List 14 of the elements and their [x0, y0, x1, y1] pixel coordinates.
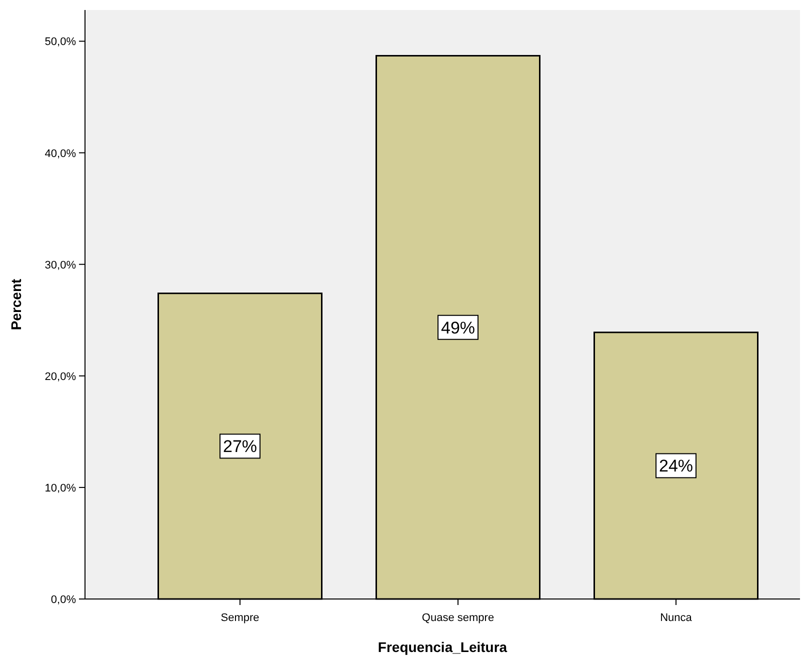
x-axis-title: Frequencia_Leitura: [378, 639, 508, 655]
y-tick-label: 30,0%: [44, 259, 76, 272]
data-label: 24%: [658, 456, 694, 476]
x-tick-label: Quase sempre: [422, 612, 494, 624]
data-label: 49%: [440, 318, 476, 338]
x-tick-label: Sempre: [220, 612, 260, 624]
y-tick-label: 40,0%: [44, 148, 76, 160]
y-axis-title: Percent: [8, 278, 24, 330]
x-tick-label: Nunca: [660, 612, 693, 624]
y-tick-label: 20,0%: [44, 370, 76, 383]
y-tick-label: 10,0%: [44, 482, 76, 494]
y-tick-label: 0,0%: [50, 594, 76, 606]
data-label: 27%: [222, 437, 258, 456]
y-tick-label: 50,0%: [44, 36, 76, 48]
